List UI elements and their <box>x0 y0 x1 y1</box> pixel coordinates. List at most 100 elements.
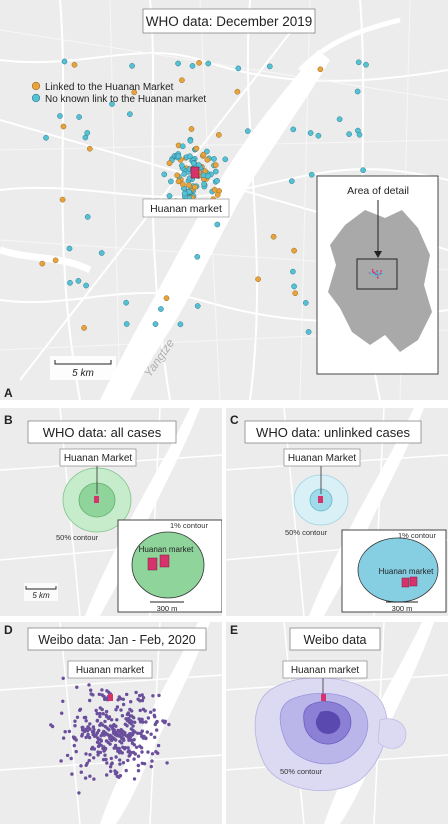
panel-c-title-box <box>244 420 422 444</box>
inset-case-point <box>375 271 378 274</box>
case-point <box>39 260 46 267</box>
weibo-point <box>133 752 137 756</box>
case-point <box>307 130 314 136</box>
weibo-point <box>105 761 109 765</box>
case-point <box>123 321 130 327</box>
weibo-point <box>121 761 126 765</box>
case-point <box>291 247 297 254</box>
weibo-point <box>114 724 118 728</box>
panel-b-letter: B <box>4 413 13 427</box>
case-point <box>214 192 221 198</box>
river-branch-2 <box>298 17 401 72</box>
weibo-point <box>117 746 121 751</box>
weibo-point <box>69 756 73 761</box>
weibo-point <box>115 770 119 775</box>
inset-case-point <box>381 273 384 275</box>
panel-b-inset-market-building-1 <box>147 557 158 571</box>
scale-label: 5 km <box>72 368 94 379</box>
weibo-point <box>129 733 134 737</box>
case-point <box>84 214 91 220</box>
panel-e-title: Weibo data <box>303 633 366 647</box>
weibo-point <box>87 758 91 763</box>
weibo-point <box>129 750 133 755</box>
weibo-point <box>103 719 107 724</box>
case-point <box>212 162 219 168</box>
weibo-point <box>145 730 149 734</box>
case-point <box>205 173 211 180</box>
weibo-point <box>130 709 134 713</box>
case-point <box>175 178 182 185</box>
weibo-point <box>139 731 143 736</box>
weibo-point <box>92 756 96 760</box>
case-point <box>166 160 173 167</box>
weibo-point <box>156 751 160 755</box>
panel-b-title: WHO data: all cases <box>43 425 162 440</box>
case-point <box>204 156 211 163</box>
panel-d-letter: D <box>4 623 13 637</box>
weibo-point <box>108 765 113 769</box>
case-point <box>308 171 315 178</box>
case-point <box>59 196 66 203</box>
scale-bar-box <box>50 356 116 380</box>
market-marker <box>190 166 200 179</box>
weibo-point <box>109 756 114 761</box>
weibo-point <box>155 728 159 732</box>
weibo-point <box>75 685 79 689</box>
case-point <box>215 132 222 138</box>
weibo-point <box>150 752 155 756</box>
case-point <box>193 145 200 152</box>
case-point <box>315 132 322 139</box>
case-point <box>189 63 196 69</box>
panel-b-river <box>85 408 200 616</box>
panel-c-1-contour-label: 1% contour <box>398 531 436 540</box>
case-point <box>222 156 229 163</box>
weibo-point <box>104 709 109 714</box>
wuhan-outline <box>328 210 432 352</box>
weibo-point <box>74 738 78 742</box>
weibo-point <box>101 723 105 727</box>
weibo-point <box>111 724 116 728</box>
case-point <box>288 178 295 184</box>
weibo-point <box>121 737 126 741</box>
weibo-point <box>163 719 167 723</box>
case-point <box>188 126 195 132</box>
weibo-point <box>99 743 103 747</box>
weibo-point <box>140 750 144 754</box>
weibo-point <box>109 762 114 766</box>
weibo-point <box>101 757 106 762</box>
case-point <box>200 151 207 158</box>
weibo-point <box>83 776 88 780</box>
case-point <box>66 245 73 252</box>
case-point <box>305 329 312 335</box>
inset-case-point <box>372 270 374 273</box>
weibo-point <box>167 722 171 727</box>
scale-bar <box>54 360 112 365</box>
weibo-point <box>138 699 142 703</box>
weibo-point <box>73 724 77 728</box>
case-point <box>201 181 207 187</box>
case-point <box>255 276 261 283</box>
weibo-point <box>73 719 77 723</box>
weibo-point <box>115 718 119 722</box>
inset-case-point <box>379 272 382 275</box>
weibo-point <box>61 736 66 740</box>
case-point <box>43 134 49 141</box>
case-point <box>302 300 309 306</box>
weibo-point <box>92 777 96 781</box>
weibo-point <box>82 729 87 734</box>
weibo-point <box>157 693 161 698</box>
weibo-point <box>84 719 88 723</box>
weibo-point <box>88 722 92 726</box>
weibo-point <box>138 693 142 698</box>
weibo-point <box>90 747 94 751</box>
case-point <box>129 63 135 69</box>
market-label-box <box>142 198 230 218</box>
weibo-point <box>127 754 131 758</box>
case-point <box>177 321 184 328</box>
weibo-point <box>106 716 111 721</box>
case-point <box>235 65 242 72</box>
weibo-point <box>156 743 161 748</box>
case-point <box>84 130 91 136</box>
inset-case-point <box>376 276 379 279</box>
